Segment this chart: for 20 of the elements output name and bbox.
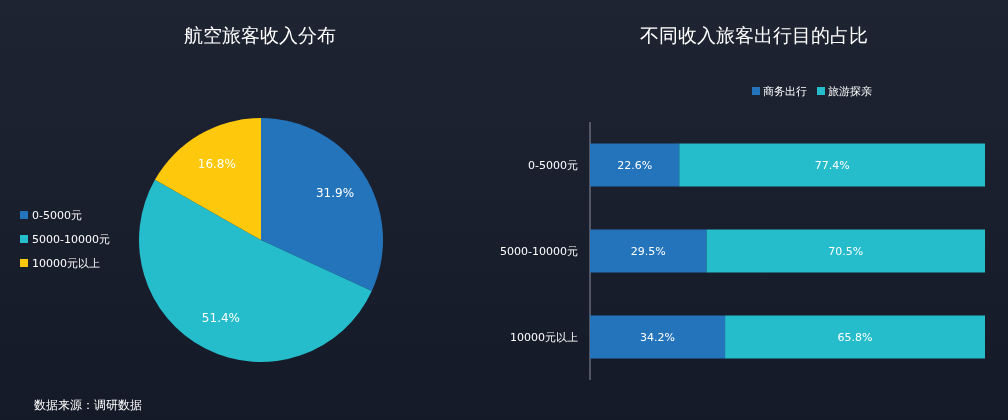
data-label: 65.8% [837, 331, 873, 344]
legend-label: 10000元以上 [32, 257, 100, 270]
data-label: 31.9% [315, 185, 355, 200]
data-label: 77.4% [814, 159, 850, 172]
legend-label: 0-5000元 [32, 209, 82, 222]
legend-label: 商务出行 [763, 85, 807, 98]
legend-label: 5000-10000元 [32, 233, 110, 246]
y-tick-label: 5000-10000元 [500, 245, 578, 258]
data-label: 22.6% [617, 159, 653, 172]
chart-title: 航空旅客收入分布 [184, 24, 336, 46]
chart-title: 不同收入旅客出行目的占比 [640, 24, 868, 46]
y-tick-label: 0-5000元 [528, 159, 578, 172]
legend-label: 旅游探亲 [828, 85, 872, 98]
data-label: 70.5% [828, 245, 864, 258]
data-label: 51.4% [201, 311, 240, 326]
data-label: 34.2% [640, 331, 676, 344]
y-tick-label: 10000元以上 [510, 331, 578, 344]
source-note: 数据来源：调研数据 [34, 398, 142, 412]
data-label: 29.5% [630, 245, 666, 258]
data-label: 16.8% [197, 157, 236, 172]
